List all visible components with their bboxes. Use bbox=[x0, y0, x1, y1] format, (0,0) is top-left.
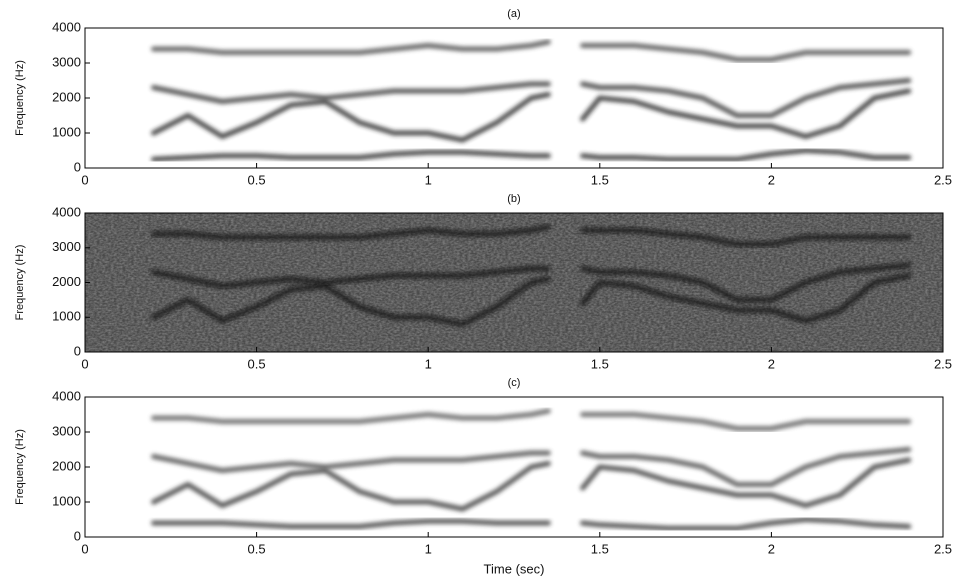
y-tick-label: 3000 bbox=[52, 423, 81, 438]
x-tick-label: 2.5 bbox=[934, 356, 952, 371]
panel: (b) Frequency (Hz) 0 0.5 1 1.5 2 2.5 0 1000 2000 30… bbox=[14, 193, 952, 372]
y-tick-label: 2000 bbox=[52, 89, 81, 104]
y-tick-label: 1000 bbox=[52, 124, 81, 139]
panel-title: (a) bbox=[507, 8, 520, 20]
y-tick-label: 1000 bbox=[52, 493, 81, 508]
panel: (c) Frequency (Hz) Time (sec) 0 0.5 1 1.5 2 2.5 0… bbox=[14, 377, 952, 577]
y-tick-label: 2000 bbox=[52, 274, 81, 289]
panel-title: (b) bbox=[507, 193, 520, 205]
x-tick-label: 2 bbox=[768, 541, 775, 556]
y-tick-label: 1000 bbox=[52, 309, 81, 324]
x-tick-label: 1.5 bbox=[591, 356, 609, 371]
x-tick-label: 0 bbox=[81, 172, 88, 187]
y-tick-label: 0 bbox=[74, 528, 81, 543]
formant-track bbox=[151, 517, 912, 531]
x-tick-label: 2 bbox=[768, 172, 775, 187]
formant-track bbox=[151, 78, 912, 118]
formant-track bbox=[151, 39, 912, 62]
x-tick-label: 1 bbox=[425, 541, 432, 556]
y-axis-label: Frequency (Hz) bbox=[14, 60, 26, 136]
y-tick-label: 3000 bbox=[52, 239, 81, 254]
x-tick-label: 2.5 bbox=[934, 541, 952, 556]
formant-track bbox=[151, 408, 912, 431]
x-tick-label: 1.5 bbox=[591, 541, 609, 556]
y-axis-label: Frequency (Hz) bbox=[14, 245, 26, 321]
x-tick-label: 0.5 bbox=[248, 541, 266, 556]
x-tick-label: 2.5 bbox=[934, 172, 952, 187]
formant-track bbox=[151, 273, 912, 327]
x-tick-label: 0.5 bbox=[248, 356, 266, 371]
formant-track bbox=[151, 88, 912, 143]
x-tick-label: 1 bbox=[425, 356, 432, 371]
y-tick-label: 0 bbox=[74, 343, 81, 358]
y-tick-label: 2000 bbox=[52, 458, 81, 473]
y-axis-label: Frequency (Hz) bbox=[14, 429, 26, 505]
x-tick-label: 0 bbox=[81, 541, 88, 556]
formant-track bbox=[151, 262, 912, 303]
y-tick-label: 0 bbox=[74, 159, 81, 174]
y-tick-label: 3000 bbox=[52, 54, 81, 69]
x-tick-label: 0.5 bbox=[248, 172, 266, 187]
x-tick-label: 1.5 bbox=[591, 172, 609, 187]
x-axis-label: Time (sec) bbox=[484, 561, 545, 576]
x-tick-label: 1 bbox=[425, 172, 432, 187]
formant-track bbox=[151, 457, 912, 512]
formant-track bbox=[151, 224, 912, 247]
panel: (a) Frequency (Hz) 0 0.5 1 1.5 2 2.5 0 1000 2000 30… bbox=[14, 8, 952, 188]
formant-track bbox=[151, 447, 912, 487]
x-tick-label: 0 bbox=[81, 356, 88, 371]
y-tick-label: 4000 bbox=[52, 388, 81, 403]
panel-title: (c) bbox=[508, 377, 521, 389]
formant-track bbox=[151, 148, 912, 162]
y-tick-label: 4000 bbox=[52, 204, 81, 219]
x-tick-label: 2 bbox=[768, 356, 775, 371]
y-tick-label: 4000 bbox=[52, 19, 81, 34]
